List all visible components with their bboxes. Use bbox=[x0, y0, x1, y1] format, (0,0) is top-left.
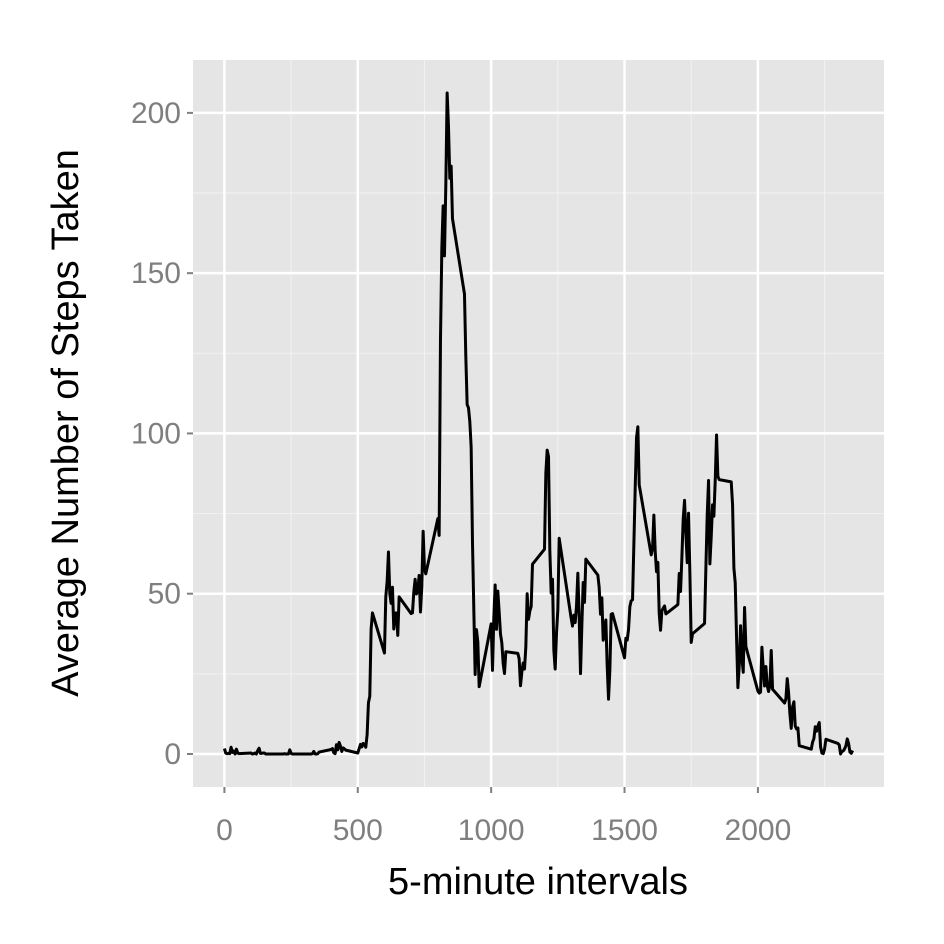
y-tick-label: 0 bbox=[164, 738, 181, 771]
grid bbox=[193, 60, 884, 787]
y-tick-label: 200 bbox=[131, 97, 181, 130]
x-tick-label: 1000 bbox=[458, 814, 525, 847]
data-line bbox=[222, 91, 854, 756]
y-tick-label: 150 bbox=[131, 257, 181, 290]
y-tick-label: 50 bbox=[148, 578, 181, 611]
x-axis-title: 5-minute intervals bbox=[388, 861, 688, 903]
x-tick-label: 500 bbox=[333, 814, 383, 847]
y-tick-label: 100 bbox=[131, 417, 181, 450]
labels: 0 500 1000 1500 2000 0 50 100 150 200 bbox=[131, 97, 791, 847]
x-tick-label: 1500 bbox=[591, 814, 658, 847]
y-axis-title: Average Number of Steps Taken bbox=[45, 149, 87, 697]
plot-panel bbox=[193, 60, 884, 787]
x-tick-label: 2000 bbox=[725, 814, 792, 847]
x-tick-label: 0 bbox=[216, 814, 233, 847]
marks bbox=[222, 91, 854, 756]
